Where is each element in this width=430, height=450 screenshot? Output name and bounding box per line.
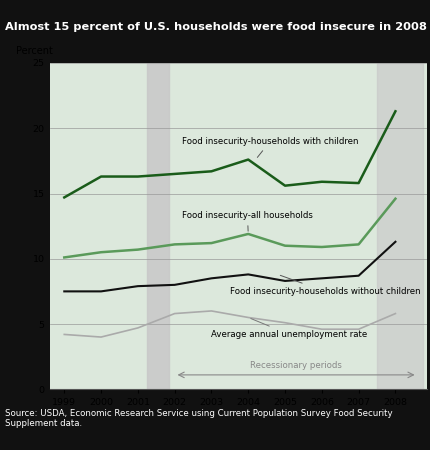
Bar <box>147 63 169 389</box>
Text: Recessionary periods: Recessionary periods <box>249 361 341 369</box>
Text: Food insecurity-households without children: Food insecurity-households without child… <box>229 275 420 296</box>
Text: Percent: Percent <box>15 46 52 56</box>
Bar <box>376 63 422 389</box>
Text: Food insecurity-all households: Food insecurity-all households <box>181 211 312 231</box>
Text: Almost 15 percent of U.S. households were food insecure in 2008: Almost 15 percent of U.S. households wer… <box>5 22 426 32</box>
Text: Source: USDA, Economic Research Service using Current Population Survey Food Sec: Source: USDA, Economic Research Service … <box>5 409 392 428</box>
Text: Average annual unemployment rate: Average annual unemployment rate <box>211 319 367 339</box>
Text: Food insecurity-households with children: Food insecurity-households with children <box>181 137 358 157</box>
